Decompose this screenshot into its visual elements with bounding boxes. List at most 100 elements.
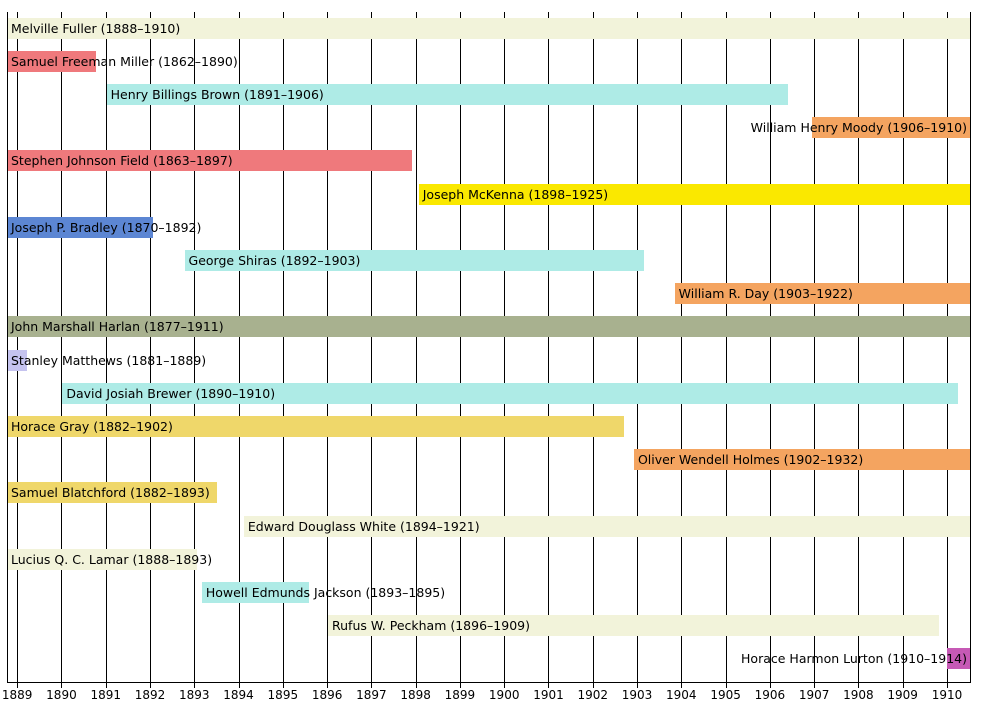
x-axis-tick xyxy=(105,682,107,688)
year-gridline xyxy=(459,12,461,682)
x-axis-tick-label: 1896 xyxy=(311,688,343,702)
year-gridline xyxy=(592,12,594,682)
x-axis-tick-label: 1894 xyxy=(223,688,254,702)
x-axis-tick-label: 1892 xyxy=(134,688,166,702)
x-axis-tick xyxy=(725,682,727,688)
timeline-bar xyxy=(184,249,644,271)
x-axis-tick xyxy=(61,682,63,688)
timeline-bar-label: Samuel Freeman Miller (1862–1890) xyxy=(11,53,238,69)
x-axis-tick xyxy=(459,682,461,688)
year-gridline xyxy=(814,12,816,682)
year-gridline xyxy=(194,12,196,682)
x-axis-tick-label: 1910 xyxy=(931,688,963,702)
timeline-bar xyxy=(7,150,413,172)
timeline-bar xyxy=(7,216,153,238)
x-axis-tick-label: 1905 xyxy=(710,688,741,702)
x-axis-tick-label: 1908 xyxy=(843,688,874,702)
x-axis-tick xyxy=(150,682,151,688)
x-axis-tick-label: 1891 xyxy=(90,688,121,702)
timeline-bar-label: Rufus W. Peckham (1896–1909) xyxy=(332,618,530,634)
x-axis-tick xyxy=(194,682,196,688)
year-gridline xyxy=(504,12,506,682)
year-gridline xyxy=(17,12,19,682)
x-axis-tick-label: 1893 xyxy=(179,688,210,702)
timeline-bar xyxy=(418,183,970,205)
x-axis-tick-label: 1897 xyxy=(356,688,387,702)
x-axis-tick xyxy=(858,682,860,688)
x-axis-tick xyxy=(814,682,816,688)
x-axis-tick xyxy=(238,682,240,688)
year-gridline xyxy=(902,12,904,682)
timeline-bar-label: Henry Billings Brown (1891–1906) xyxy=(110,86,324,102)
timeline-bar-label: Joseph P. Bradley (1870–1892) xyxy=(11,219,202,235)
timeline-bar xyxy=(243,515,970,537)
x-axis-tick-label: 1904 xyxy=(666,688,697,702)
x-axis-tick-label: 1895 xyxy=(267,688,299,702)
timeline-bar xyxy=(201,581,310,603)
year-gridline xyxy=(858,12,860,682)
timeline-bar-label: William R. Day (1903–1922) xyxy=(678,286,853,302)
timeline-bar xyxy=(7,548,197,570)
x-axis-tick xyxy=(371,682,373,688)
x-axis-tick-label: 1909 xyxy=(887,688,918,702)
timeline-bar xyxy=(7,415,625,437)
timeline-bar-label: George Shiras (1892–1903) xyxy=(188,252,361,268)
timeline-bar xyxy=(106,83,789,105)
timeline-bar xyxy=(328,615,939,637)
timeline-bar xyxy=(7,349,27,371)
x-axis-tick xyxy=(946,682,948,688)
timeline-bar xyxy=(674,283,970,305)
x-axis-tick xyxy=(592,682,594,688)
plot-right-border xyxy=(970,12,971,682)
x-axis-tick-label: 1903 xyxy=(621,688,653,702)
timeline-bar xyxy=(62,382,958,404)
timeline-bar-label: John Marshall Harlan (1877–1911) xyxy=(11,319,224,335)
year-gridline xyxy=(548,12,550,682)
x-axis-tick xyxy=(637,682,639,688)
x-axis-tick-label: 1906 xyxy=(754,688,786,702)
timeline-bar-label: David Josiah Brewer (1890–1910) xyxy=(66,385,276,401)
year-gridline xyxy=(681,12,683,682)
year-gridline xyxy=(637,12,639,682)
x-axis-tick-label: 1889 xyxy=(1,688,33,702)
timeline-bar-label: Edward Douglass White (1894–1921) xyxy=(247,518,480,534)
timeline-bar xyxy=(7,17,970,39)
x-axis-tick-label: 1898 xyxy=(400,688,431,702)
timeline-bar-label: William Henry Moody (1906–1910) xyxy=(750,120,967,136)
x-axis-tick xyxy=(327,682,329,688)
timeline-bar-label: Oliver Wendell Holmes (1902–1932) xyxy=(637,452,864,468)
year-gridline xyxy=(327,12,329,682)
timeline-bar xyxy=(812,117,970,139)
year-gridline xyxy=(238,12,240,682)
year-gridline xyxy=(150,12,151,682)
x-axis-tick-label: 1890 xyxy=(46,688,77,702)
x-axis-tick xyxy=(548,682,550,688)
x-axis-tick-label: 1907 xyxy=(798,688,830,702)
x-axis-tick-label: 1900 xyxy=(488,688,520,702)
year-gridline xyxy=(946,12,948,682)
timeline-bar-label: Stephen Johnson Field (1863–1897) xyxy=(11,153,233,169)
timeline-bar xyxy=(946,648,970,670)
timeline-bar xyxy=(7,482,218,504)
x-axis-tick xyxy=(681,682,683,688)
timeline-bar-label: Joseph McKenna (1898–1925) xyxy=(422,186,609,202)
year-gridline xyxy=(371,12,373,682)
x-axis-tick-label: 1901 xyxy=(533,688,564,702)
timeline-bar-label: Stanley Matthews (1881–1889) xyxy=(11,352,207,368)
timeline-bar-label: Samuel Blatchford (1882–1893) xyxy=(11,485,210,501)
year-gridline xyxy=(105,12,107,682)
year-gridline xyxy=(282,12,284,682)
x-axis-tick xyxy=(415,682,417,688)
plot-left-border xyxy=(7,12,8,682)
year-gridline xyxy=(61,12,63,682)
timeline-bar-label: Melville Fuller (1888–1910) xyxy=(11,20,181,36)
x-axis-tick xyxy=(902,682,904,688)
timeline-bar xyxy=(7,316,970,338)
timeline-bar xyxy=(633,449,970,471)
x-axis-line xyxy=(7,682,971,683)
x-axis-tick-label: 1902 xyxy=(577,688,609,702)
x-axis-tick xyxy=(17,682,19,688)
year-gridline xyxy=(415,12,417,682)
timeline-bar-label: Horace Gray (1882–1902) xyxy=(11,418,173,434)
